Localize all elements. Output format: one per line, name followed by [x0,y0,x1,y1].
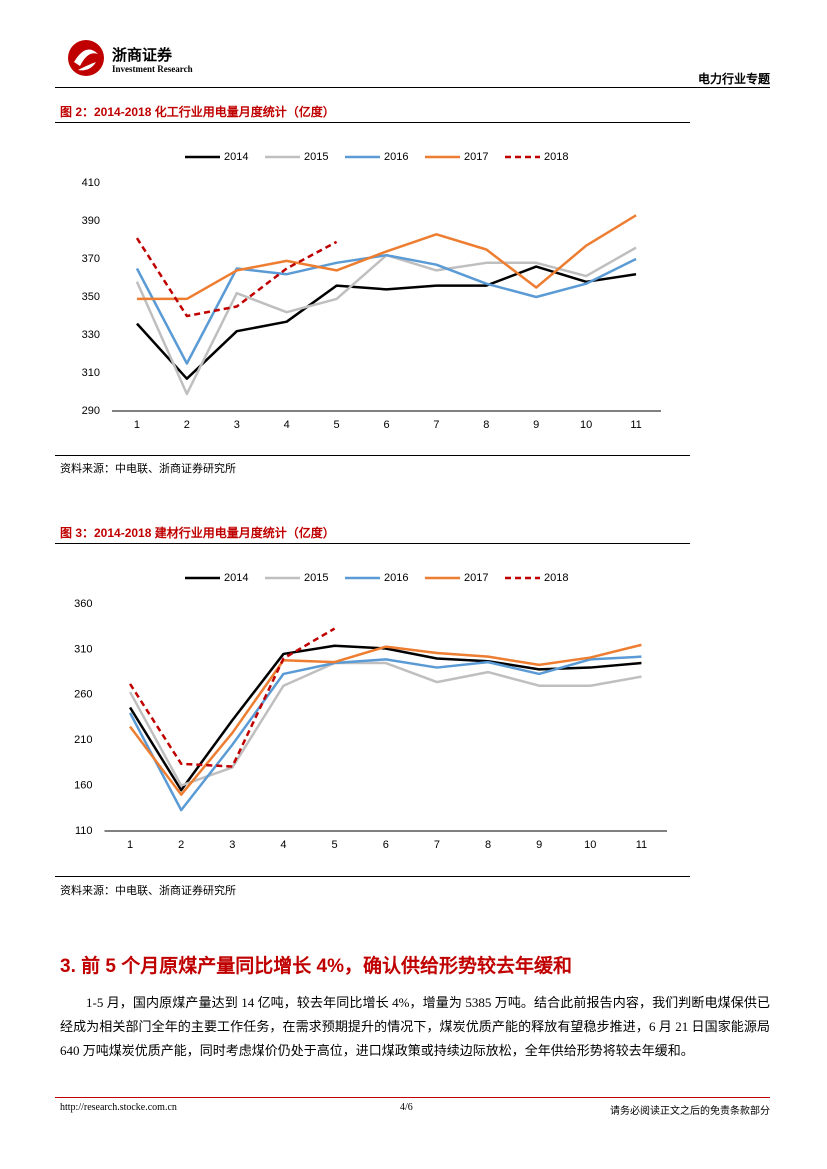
footer-url: http://research.stocke.com.cn [60,1102,177,1113]
y-tick-label: 310 [74,643,92,655]
x-tick-label: 6 [383,839,389,851]
y-tick-label: 390 [82,215,100,227]
section-heading: 3. 前 5 个月原煤产量同比增长 4%，确认供给形势较去年缓和 [60,956,572,977]
figure-rule [55,543,690,544]
logo-text: 浙商证券 [112,48,173,64]
x-tick-label: 7 [434,839,440,851]
figure-rule [55,455,690,456]
legend-label: 2018 [544,572,568,584]
x-tick-label: 1 [127,839,133,851]
y-tick-label: 110 [75,825,93,837]
series-line [128,661,642,787]
x-tick-label: 4 [280,839,286,851]
series-line [129,627,336,768]
y-tick-label: 410 [82,177,100,189]
x-tick-label: 2 [184,419,190,431]
x-tick-label: 2 [178,839,184,851]
series-line [135,237,338,318]
x-tick-label: 8 [483,419,489,431]
y-tick-label: 350 [82,291,100,303]
y-tick-label: 360 [74,598,92,610]
x-tick-label: 5 [332,839,338,851]
logo-icon [68,40,104,76]
x-tick-label: 9 [533,419,539,431]
y-tick-label: 370 [82,253,100,265]
y-tick-label: 160 [74,780,92,792]
legend-label: 2015 [304,151,328,163]
series-line [129,643,642,796]
series-line [135,246,637,396]
y-tick-label: 310 [82,367,100,379]
series-line [136,214,637,301]
series-line [136,265,637,380]
x-tick-label: 11 [636,839,647,851]
y-tick-label: 260 [74,689,92,701]
x-tick-label: 9 [536,839,542,851]
footer-rule [55,1097,770,1098]
series-line [135,253,637,365]
x-tick-label: 7 [433,419,439,431]
legend-label: 2017 [464,572,488,584]
y-tick-label: 330 [82,329,100,341]
y-tick-label: 210 [74,734,92,746]
legend-label: 2015 [304,572,328,584]
x-tick-label: 10 [580,419,592,431]
x-tick-label: 4 [284,419,290,431]
x-tick-label: 11 [630,419,641,431]
series-line [128,655,642,812]
figure-rule [55,122,690,123]
x-tick-label: 6 [383,419,389,431]
x-tick-label: 3 [229,839,235,851]
figure-title: 图 2：2014-2018 化工行业用电量月度统计（亿度） [60,105,335,119]
figure-source: 资料来源：中电联、浙商证券研究所 [60,885,236,897]
legend-label: 2017 [464,151,488,163]
y-tick-label: 290 [82,405,100,417]
logo-subtitle: Investment Research [112,64,193,74]
legend-label: 2016 [384,151,408,163]
x-tick-label: 8 [485,839,491,851]
footer-disclaimer: 请务必阅读正文之后的免责条款部分 [610,1106,770,1117]
x-tick-label: 10 [584,839,596,851]
x-tick-label: 5 [334,419,340,431]
section-paragraph: 1-5 月，国内原煤产量达到 14 亿吨，较去年同比增长 4%，增量为 5385… [60,995,770,1058]
header-rule [55,87,770,88]
figure-title: 图 3：2014-2018 建材行业用电量月度统计（亿度） [60,526,335,540]
legend-label: 2014 [224,572,248,584]
page-number: 4/6 [400,1102,413,1113]
x-tick-label: 3 [234,419,240,431]
legend-label: 2014 [224,151,248,163]
x-tick-label: 1 [134,419,140,431]
legend-label: 2016 [384,572,408,584]
report-type: 电力行业专题 [697,72,770,86]
figure-rule [55,876,690,877]
legend-label: 2018 [544,151,568,163]
figure-source: 资料来源：中电联、浙商证券研究所 [60,463,236,475]
